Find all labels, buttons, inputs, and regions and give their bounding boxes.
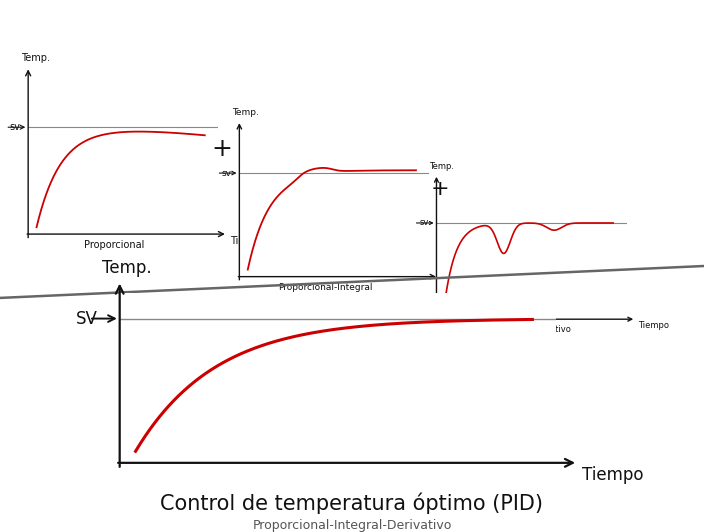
- Text: Proporcional-Integral: Proporcional-Integral: [277, 282, 372, 292]
- Text: Proporcional-Derivativo: Proporcional-Derivativo: [472, 325, 572, 334]
- Text: Temp.: Temp.: [20, 53, 49, 63]
- Text: +: +: [211, 137, 232, 161]
- Text: Temp.: Temp.: [232, 108, 258, 117]
- Text: +: +: [431, 179, 449, 199]
- Text: Proporcional: Proporcional: [84, 240, 144, 251]
- Text: sv: sv: [420, 219, 429, 228]
- Text: Tiempo: Tiempo: [441, 278, 474, 287]
- Text: sv: sv: [222, 169, 232, 178]
- Text: Tiempo: Tiempo: [582, 466, 644, 484]
- Text: Temp.: Temp.: [429, 162, 454, 171]
- Text: SV: SV: [76, 310, 98, 328]
- Text: sv: sv: [10, 122, 20, 132]
- Text: Control de temperatura óptimo (PID): Control de temperatura óptimo (PID): [161, 492, 543, 513]
- Text: Tiempo: Tiempo: [638, 321, 669, 330]
- Text: Tiempo: Tiempo: [230, 236, 265, 246]
- Text: Proporcional-Integral-Derivativo: Proporcional-Integral-Derivativo: [252, 519, 452, 531]
- Text: Temp.: Temp.: [102, 259, 152, 277]
